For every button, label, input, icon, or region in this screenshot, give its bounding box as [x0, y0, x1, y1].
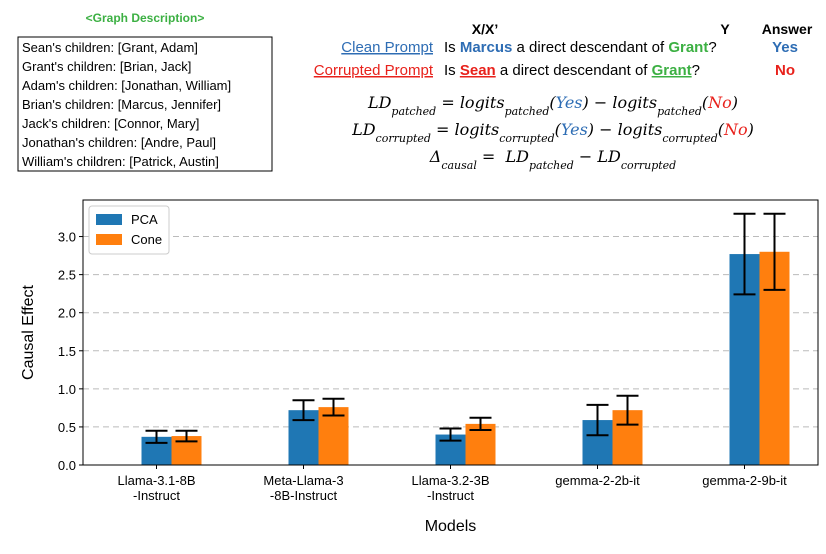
text-part: Yes	[556, 93, 583, 112]
text-part: ) − logits	[582, 93, 658, 112]
text-part: = LD	[477, 147, 529, 166]
x-tick-label: Llama-3.1-8B -Instruct	[117, 473, 195, 503]
legend-label: Cone	[131, 232, 162, 247]
legend-swatch	[96, 234, 122, 245]
description-line: William's children: [Patrick, Austin]	[22, 154, 219, 169]
y-tick-label: 1.5	[58, 344, 76, 359]
subscript: patched	[391, 105, 436, 118]
text-part: LD	[351, 120, 376, 139]
text-part: (	[549, 93, 556, 112]
formula: Δcausal = LDpatched − LDcorrupted	[429, 147, 676, 172]
text-part: Δ	[429, 147, 442, 166]
text-part: Is	[444, 62, 460, 79]
formula: LDcorrupted = logitscorrupted(Yes) − log…	[351, 120, 754, 145]
text-part: )	[747, 120, 754, 139]
y-tick-label: 2.0	[58, 306, 76, 321]
error-bar	[469, 416, 492, 431]
description-line: Sean's children: [Grant, Adam]	[22, 40, 198, 55]
subscript: corrupted	[662, 132, 717, 145]
text-part: Grant	[668, 39, 708, 56]
x-tick-label: gemma-2-2b-it	[555, 473, 640, 488]
y-tick-label: 1.0	[58, 382, 76, 397]
description-line: Jonathan's children: [Andre, Paul]	[22, 135, 216, 150]
text-part: Yes	[561, 120, 588, 139]
text-part: (	[702, 93, 709, 112]
answer: No	[775, 62, 795, 79]
description-line: Grant's children: [Brian, Jack]	[22, 59, 191, 74]
error-bar	[175, 429, 198, 443]
error-bar	[763, 212, 786, 291]
description-box	[17, 36, 273, 172]
y-tick-label: 0.0	[58, 458, 76, 473]
description-line: Jack's children: [Connor, Mary]	[22, 116, 199, 131]
y-tick-label: 2.5	[58, 268, 76, 283]
description-line: Adam's children: [Jonathan, William]	[22, 78, 231, 93]
text-part: (	[555, 120, 562, 139]
error-bar	[733, 212, 756, 296]
text-part: ) − logits	[587, 120, 663, 139]
subscript: corrupted	[621, 159, 676, 172]
x-tick-label: gemma-2-9b-it	[702, 473, 787, 488]
text-part: = logits	[431, 120, 499, 139]
y-axis-label: Causal Effect	[20, 285, 37, 380]
error-bar	[145, 429, 168, 444]
text-part: ?	[708, 39, 716, 56]
text-part: )	[731, 93, 738, 112]
prompt-label: Clean Prompt	[341, 39, 434, 56]
subscript: causal	[441, 159, 477, 172]
text-part: ?	[692, 62, 700, 79]
formula: LDpatched = logitspatched(Yes) − logitsp…	[367, 93, 738, 118]
text-part: − LD	[574, 147, 621, 166]
text-part: Marcus	[460, 39, 513, 56]
text-part: a direct descendant of	[496, 62, 652, 79]
bar	[318, 407, 349, 465]
text-part: No	[707, 93, 732, 112]
legend-swatch	[96, 214, 122, 225]
legend-label: PCA	[131, 212, 158, 227]
text-part: (	[718, 120, 725, 139]
subscript: patched	[529, 159, 574, 172]
prompt-label: Corrupted Prompt	[314, 62, 434, 79]
text-part: Grant	[652, 62, 692, 79]
column-header: Answer	[762, 21, 813, 37]
error-bar	[616, 394, 639, 426]
column-header: X/X’	[472, 21, 498, 37]
subscript: patched	[505, 105, 550, 118]
y-tick-label: 3.0	[58, 230, 76, 245]
answer: Yes	[772, 39, 798, 56]
x-axis-label: Models	[425, 518, 477, 535]
text-part: LD	[367, 93, 392, 112]
text-part: a direct descendant of	[512, 39, 668, 56]
text-part: No	[723, 120, 748, 139]
text-part: = logits	[436, 93, 504, 112]
subscript: patched	[657, 105, 702, 118]
error-bar	[439, 427, 462, 442]
error-bar	[322, 397, 345, 417]
graph-description-title: <Graph Description>	[86, 11, 205, 25]
text-part: Is	[444, 39, 460, 56]
x-tick-label: Llama-3.2-3B -Instruct	[411, 473, 489, 503]
x-tick-label: Meta-Llama-3 -8B-Instruct	[263, 473, 343, 503]
y-tick-label: 0.5	[58, 420, 76, 435]
prompt-text: Is Sean a direct descendant of Grant?	[444, 62, 700, 79]
plot-frame	[82, 199, 819, 466]
description-line: Brian's children: [Marcus, Jennifer]	[22, 97, 221, 112]
error-bar	[292, 399, 315, 422]
text-part: Sean	[460, 62, 496, 79]
error-bar	[586, 403, 609, 437]
column-header: Y	[720, 21, 730, 37]
subscript: corrupted	[499, 132, 554, 145]
prompt-text: Is Marcus a direct descendant of Grant?	[444, 39, 717, 56]
subscript: corrupted	[376, 132, 431, 145]
